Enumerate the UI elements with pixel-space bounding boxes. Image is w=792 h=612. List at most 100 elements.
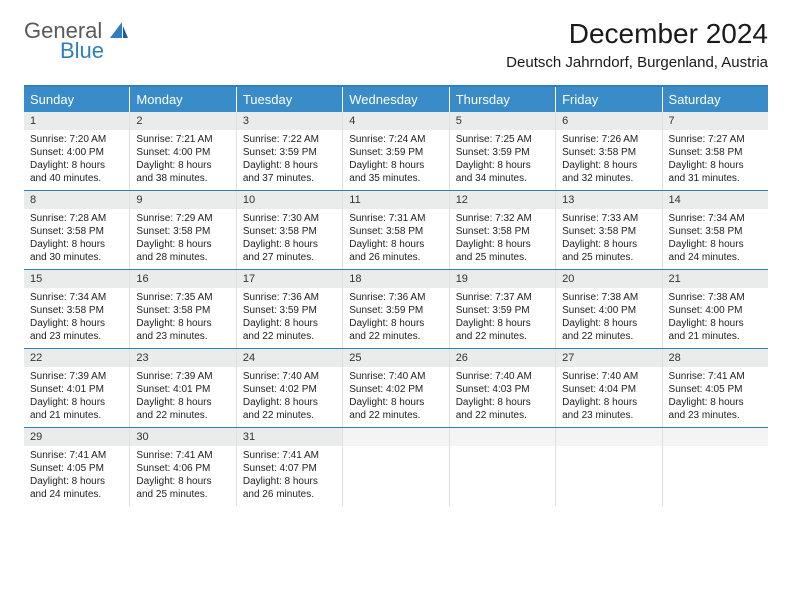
sunset-line: Sunset: 3:59 PM: [349, 146, 442, 159]
sunrise-line: Sunrise: 7:40 AM: [456, 370, 549, 383]
sunrise-line: Sunrise: 7:25 AM: [456, 133, 549, 146]
day-cell: 26Sunrise: 7:40 AMSunset: 4:03 PMDayligh…: [450, 349, 556, 427]
sunset-line: Sunset: 4:00 PM: [136, 146, 229, 159]
day-body: [450, 446, 555, 506]
day-body: Sunrise: 7:41 AMSunset: 4:07 PMDaylight:…: [237, 446, 342, 505]
day-cell: 7 Sunrise: 7:27 AMSunset: 3:58 PMDaylight…: [663, 112, 768, 190]
day-body: Sunrise: 7:30 AMSunset: 3:58 PMDaylight:…: [237, 209, 342, 268]
sunset-line: Sunset: 4:00 PM: [669, 304, 762, 317]
sunset-line: Sunset: 4:07 PM: [243, 462, 336, 475]
title-block: December 2024 Deutsch Jahrndorf, Burgenl…: [506, 18, 768, 71]
sunset-line: Sunset: 3:58 PM: [562, 146, 655, 159]
day-number: 8: [24, 191, 129, 209]
week-row: 29Sunrise: 7:41 AMSunset: 4:05 PMDayligh…: [24, 427, 768, 506]
day-number: 16: [130, 270, 235, 288]
day-number: 21: [663, 270, 768, 288]
sunrise-line: Sunrise: 7:26 AM: [562, 133, 655, 146]
dow-thursday: Thursday: [450, 87, 556, 112]
day-number: 30: [130, 428, 235, 446]
day-body: Sunrise: 7:26 AMSunset: 3:58 PMDaylight:…: [556, 130, 661, 189]
day-cell: 14Sunrise: 7:34 AMSunset: 3:58 PMDayligh…: [663, 191, 768, 269]
calendar: SundayMondayTuesdayWednesdayThursdayFrid…: [24, 85, 768, 506]
sunset-line: Sunset: 3:59 PM: [456, 304, 549, 317]
sunset-line: Sunset: 3:58 PM: [136, 225, 229, 238]
day-body: Sunrise: 7:38 AMSunset: 4:00 PMDaylight:…: [663, 288, 768, 347]
day-cell: 20Sunrise: 7:38 AMSunset: 4:00 PMDayligh…: [556, 270, 662, 348]
week-row: 1Sunrise: 7:20 AMSunset: 4:00 PMDaylight…: [24, 112, 768, 190]
sunset-line: Sunset: 4:02 PM: [243, 383, 336, 396]
day-cell: 5Sunrise: 7:25 AMSunset: 3:59 PMDaylight…: [450, 112, 556, 190]
sunset-line: Sunset: 3:59 PM: [243, 146, 336, 159]
sunset-line: Sunset: 3:59 PM: [456, 146, 549, 159]
daylight-line: Daylight: 8 hours and 22 minutes.: [562, 317, 655, 343]
week-row: 8Sunrise: 7:28 AMSunset: 3:58 PMDaylight…: [24, 190, 768, 269]
day-body: Sunrise: 7:29 AMSunset: 3:58 PMDaylight:…: [130, 209, 235, 268]
daylight-line: Daylight: 8 hours and 26 minutes.: [243, 475, 336, 501]
sunrise-line: Sunrise: 7:27 AM: [669, 133, 762, 146]
day-body: Sunrise: 7:33 AMSunset: 3:58 PMDaylight:…: [556, 209, 661, 268]
sunrise-line: Sunrise: 7:21 AM: [136, 133, 229, 146]
day-number: 31: [237, 428, 342, 446]
day-number: 5: [450, 112, 555, 130]
logo: General Blue: [24, 18, 144, 62]
day-cell: 24 Sunrise: 7:40 AMSunset: 4:02 PMDayligh…: [237, 349, 343, 427]
day-body: Sunrise: 7:34 AMSunset: 3:58 PMDaylight:…: [663, 209, 768, 268]
sunrise-line: Sunrise: 7:38 AM: [669, 291, 762, 304]
day-cell: 30Sunrise: 7:41 AMSunset: 4:06 PMDayligh…: [130, 428, 236, 506]
sunset-line: Sunset: 4:00 PM: [562, 304, 655, 317]
sunrise-line: Sunrise: 7:41 AM: [669, 370, 762, 383]
day-body: Sunrise: 7:41 AMSunset: 4:05 PMDaylight:…: [24, 446, 129, 505]
day-body: Sunrise: 7:24 AMSunset: 3:59 PMDaylight:…: [343, 130, 448, 189]
daylight-line: Daylight: 8 hours and 25 minutes.: [136, 475, 229, 501]
day-cell: 10Sunrise: 7:30 AMSunset: 3:58 PMDayligh…: [237, 191, 343, 269]
sunset-line: Sunset: 4:01 PM: [30, 383, 123, 396]
daylight-line: Daylight: 8 hours and 31 minutes.: [669, 159, 762, 185]
day-body: Sunrise: 7:22 AMSunset: 3:59 PMDaylight:…: [237, 130, 342, 189]
sunrise-line: Sunrise: 7:20 AM: [30, 133, 123, 146]
sunrise-line: Sunrise: 7:40 AM: [243, 370, 336, 383]
day-cell: 4Sunrise: 7:24 AMSunset: 3:59 PMDaylight…: [343, 112, 449, 190]
day-number: 11: [343, 191, 448, 209]
day-body: Sunrise: 7:31 AMSunset: 3:58 PMDaylight:…: [343, 209, 448, 268]
daylight-line: Daylight: 8 hours and 23 minutes.: [30, 317, 123, 343]
dow-wednesday: Wednesday: [343, 87, 449, 112]
sunset-line: Sunset: 4:06 PM: [136, 462, 229, 475]
sunset-line: Sunset: 3:58 PM: [30, 225, 123, 238]
day-number: 18: [343, 270, 448, 288]
sunset-line: Sunset: 3:58 PM: [669, 146, 762, 159]
day-number: 15: [24, 270, 129, 288]
dow-sunday: Sunday: [24, 87, 130, 112]
sunset-line: Sunset: 3:58 PM: [136, 304, 229, 317]
sunset-line: Sunset: 3:59 PM: [243, 304, 336, 317]
day-number: 6: [556, 112, 661, 130]
sunset-line: Sunset: 4:02 PM: [349, 383, 442, 396]
sunrise-line: Sunrise: 7:22 AM: [243, 133, 336, 146]
day-cell: 1Sunrise: 7:20 AMSunset: 4:00 PMDaylight…: [24, 112, 130, 190]
day-number: 24: [237, 349, 342, 367]
day-number: 28: [663, 349, 768, 367]
day-cell: 2Sunrise: 7:21 AMSunset: 4:00 PMDaylight…: [130, 112, 236, 190]
sunrise-line: Sunrise: 7:29 AM: [136, 212, 229, 225]
day-number: 10: [237, 191, 342, 209]
day-cell: 27Sunrise: 7:40 AMSunset: 4:04 PMDayligh…: [556, 349, 662, 427]
sunset-line: Sunset: 4:03 PM: [456, 383, 549, 396]
sunrise-line: Sunrise: 7:31 AM: [349, 212, 442, 225]
day-cell: 25Sunrise: 7:40 AMSunset: 4:02 PMDayligh…: [343, 349, 449, 427]
sunset-line: Sunset: 3:58 PM: [30, 304, 123, 317]
day-cell: 9Sunrise: 7:29 AMSunset: 3:58 PMDaylight…: [130, 191, 236, 269]
daylight-line: Daylight: 8 hours and 30 minutes.: [30, 238, 123, 264]
sunset-line: Sunset: 3:58 PM: [349, 225, 442, 238]
daylight-line: Daylight: 8 hours and 23 minutes.: [562, 396, 655, 422]
day-number: 14: [663, 191, 768, 209]
daylight-line: Daylight: 8 hours and 38 minutes.: [136, 159, 229, 185]
sunrise-line: Sunrise: 7:30 AM: [243, 212, 336, 225]
day-cell: 31Sunrise: 7:41 AMSunset: 4:07 PMDayligh…: [237, 428, 343, 506]
day-number: 7: [663, 112, 768, 130]
daylight-line: Daylight: 8 hours and 22 minutes.: [243, 396, 336, 422]
day-body: Sunrise: 7:41 AMSunset: 4:06 PMDaylight:…: [130, 446, 235, 505]
sunrise-line: Sunrise: 7:39 AM: [30, 370, 123, 383]
daylight-line: Daylight: 8 hours and 24 minutes.: [669, 238, 762, 264]
day-number: 12: [450, 191, 555, 209]
day-cell: 16Sunrise: 7:35 AMSunset: 3:58 PMDayligh…: [130, 270, 236, 348]
day-body: Sunrise: 7:39 AMSunset: 4:01 PMDaylight:…: [24, 367, 129, 426]
